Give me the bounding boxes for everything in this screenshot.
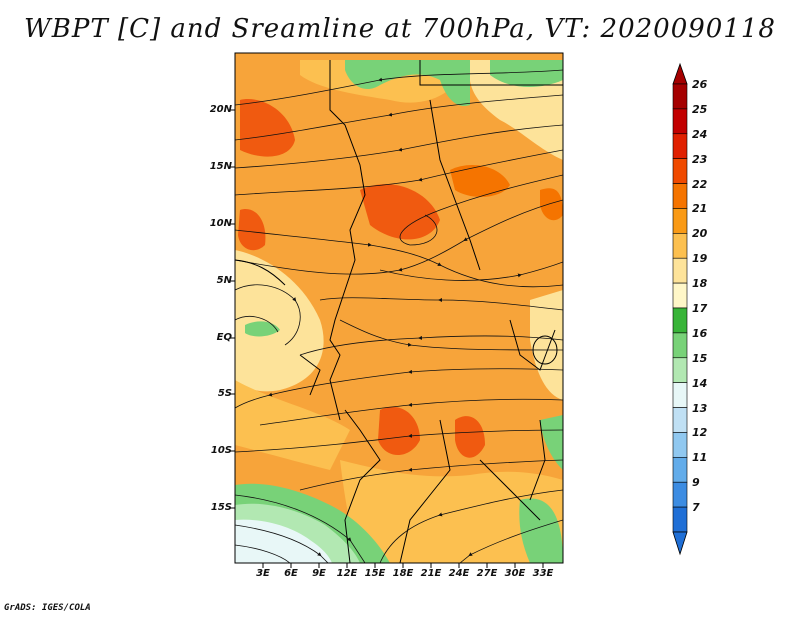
- lat-label-15n: 15N: [209, 161, 232, 172]
- lon-label-24e: 24E: [448, 568, 470, 579]
- colorbar-label: 13: [692, 401, 708, 415]
- colorbar-label: 12: [692, 426, 708, 440]
- colorbar: [672, 62, 688, 556]
- colorbar-label: 22: [692, 177, 708, 191]
- lat-label-10s: 10S: [210, 445, 232, 456]
- lat-label-10n: 10N: [209, 218, 232, 229]
- map-title: WBPT [C] and Sreamline at 700hPa, VT: 20…: [24, 14, 776, 44]
- lon-label-33e: 33E: [532, 568, 554, 579]
- colorbar-cell: [672, 307, 688, 334]
- colorbar-label: 11: [692, 451, 708, 465]
- colorbar-label: 15: [692, 351, 708, 365]
- lon-label-9e: 9E: [312, 568, 326, 579]
- wbpt-field: [235, 53, 563, 563]
- lat-ticks: [230, 109, 235, 509]
- colorbar-cell: [672, 332, 688, 359]
- lat-label-5s: 5S: [217, 388, 232, 399]
- colorbar-label: 14: [692, 376, 708, 390]
- colorbar-cell: [672, 208, 688, 234]
- colorbar-cell: [672, 158, 688, 184]
- streamlines: [235, 60, 563, 563]
- colorbar-label: 7: [692, 501, 700, 515]
- colorbar-label: 24: [692, 127, 708, 141]
- colorbar-label: 9: [692, 476, 700, 490]
- lon-label-3e: 3E: [256, 568, 270, 579]
- lat-label-5n: 5N: [216, 275, 232, 286]
- lon-label-30e: 30E: [504, 568, 526, 579]
- colorbar-cell: [672, 357, 688, 383]
- colorbar-cell: [672, 481, 688, 508]
- lon-ticks: [262, 563, 544, 568]
- colorbar-label: 26: [692, 78, 708, 91]
- colorbar-cell: [672, 457, 688, 483]
- colorbar-cell: [672, 407, 688, 433]
- grads-credit: GrADS: IGES/COLA: [4, 603, 91, 613]
- colorbar-top-arrow: [672, 62, 688, 85]
- colorbar-cell: [672, 183, 688, 209]
- colorbar-label: 19: [692, 252, 708, 266]
- colorbar-cell: [672, 257, 688, 284]
- lat-label-eq: EQ: [216, 332, 232, 343]
- colorbar-label: 20: [692, 227, 708, 241]
- lon-label-6e: 6E: [284, 568, 298, 579]
- lon-label-27e: 27E: [476, 568, 498, 579]
- colorbar-cell: [672, 83, 688, 110]
- lon-label-15e: 15E: [364, 568, 386, 579]
- colorbar-cell: [672, 282, 688, 309]
- colorbar-cell: [672, 432, 688, 458]
- colorbar-label: 23: [692, 152, 708, 166]
- colorbar-label: 18: [692, 277, 708, 291]
- colorbar-label: 16: [692, 326, 708, 340]
- colorbar-label: 21: [692, 202, 708, 216]
- colorbar-label: 17: [692, 302, 708, 315]
- colorbar-cell: [672, 382, 688, 408]
- colorbar-label: 25: [692, 102, 708, 116]
- lon-label-18e: 18E: [392, 568, 414, 579]
- colorbar-cell: [672, 233, 688, 259]
- colorbar-bottom-arrow: [672, 531, 688, 556]
- lon-label-21e: 21E: [420, 568, 442, 579]
- lat-label-15s: 15S: [210, 502, 232, 513]
- lat-label-20n: 20N: [209, 104, 232, 115]
- lon-label-12e: 12E: [336, 568, 358, 579]
- colorbar-cell: [672, 133, 688, 159]
- colorbar-cell: [672, 108, 688, 135]
- map-frame: [234, 52, 564, 564]
- colorbar-cell: [672, 506, 688, 533]
